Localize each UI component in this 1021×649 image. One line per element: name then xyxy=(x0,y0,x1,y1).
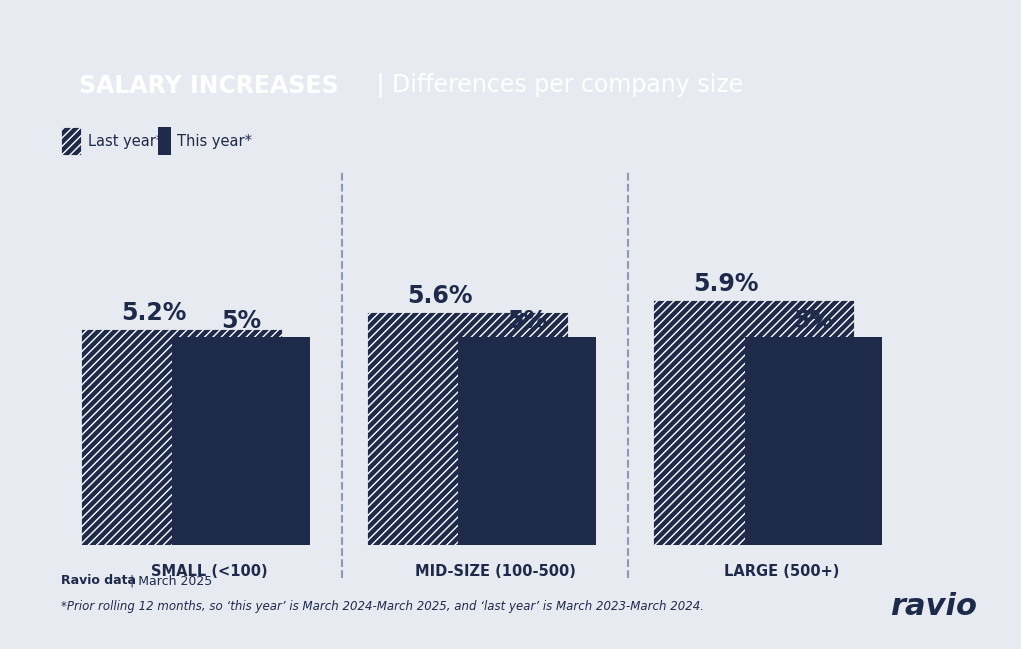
Text: SMALL (<100): SMALL (<100) xyxy=(150,564,268,579)
Text: Ravio data: Ravio data xyxy=(61,574,136,587)
Bar xyxy=(458,337,596,545)
Bar xyxy=(744,337,882,545)
Bar xyxy=(367,312,569,545)
Bar xyxy=(81,329,282,545)
Bar xyxy=(653,300,855,545)
Bar xyxy=(157,127,171,155)
Text: 5.9%: 5.9% xyxy=(693,271,759,295)
Text: 5%: 5% xyxy=(221,309,261,333)
Text: | March 2025: | March 2025 xyxy=(126,574,211,587)
Text: This year*: This year* xyxy=(177,134,252,149)
Text: 5%: 5% xyxy=(507,309,547,333)
Text: Last year*: Last year* xyxy=(88,134,163,149)
Text: 5%: 5% xyxy=(793,309,833,333)
Text: SALARY INCREASES: SALARY INCREASES xyxy=(79,74,338,98)
Text: ravio: ravio xyxy=(890,593,977,621)
Text: MID-SIZE (100-500): MID-SIZE (100-500) xyxy=(415,564,576,579)
Bar xyxy=(61,127,81,155)
Text: | Differences per company size: | Differences per company size xyxy=(369,73,743,99)
Text: LARGE (500+): LARGE (500+) xyxy=(724,564,839,579)
Text: *Prior rolling 12 months, so ‘this year’ is March 2024-March 2025, and ‘last yea: *Prior rolling 12 months, so ‘this year’… xyxy=(61,600,704,613)
Text: 5.6%: 5.6% xyxy=(407,284,473,308)
Text: 5.2%: 5.2% xyxy=(121,300,187,324)
Bar xyxy=(173,337,309,545)
